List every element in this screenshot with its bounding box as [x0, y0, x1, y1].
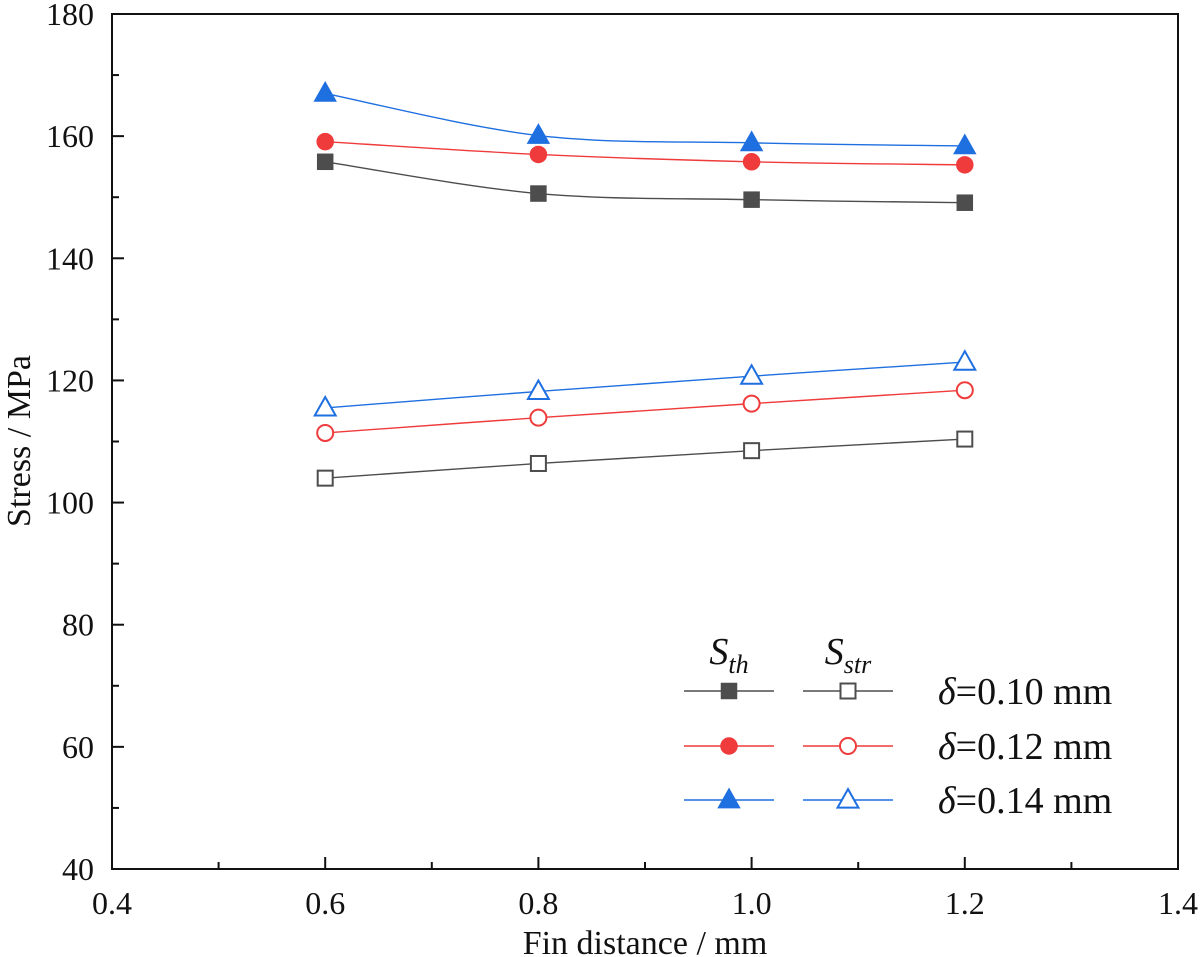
data-point	[742, 394, 761, 413]
series-line	[325, 140, 965, 166]
series-line	[325, 438, 965, 479]
legend-header-sub: str	[844, 650, 872, 679]
series-4	[316, 381, 974, 442]
y-tick-label: 120	[46, 362, 94, 398]
y-tick-label: 80	[62, 607, 94, 643]
series-0	[316, 153, 974, 211]
series-2	[313, 80, 977, 155]
data-point	[316, 132, 334, 151]
x-tick-label: 1.2	[945, 885, 985, 921]
data-point	[953, 133, 977, 155]
data-point	[955, 381, 974, 400]
data-point	[526, 123, 551, 144]
legend-marker	[839, 682, 857, 700]
data-point	[742, 153, 761, 171]
series-3	[316, 430, 974, 487]
data-point	[739, 363, 764, 385]
data-point	[313, 80, 337, 102]
data-point	[743, 442, 761, 460]
x-axis-label: Fin distance / mm	[523, 925, 768, 957]
legend-value-text: =0.14 mm	[956, 780, 1113, 822]
data-point	[739, 130, 764, 152]
legend-marker	[720, 737, 738, 755]
y-axis: 40 60 80 100 120 140 160 180	[46, 0, 124, 887]
legend-column-header: Sth	[709, 631, 748, 679]
y-tick-label: 160	[46, 118, 94, 154]
series-line	[325, 92, 965, 147]
series-line	[325, 161, 965, 204]
x-tick-label: 1.4	[1158, 885, 1198, 921]
data-point	[529, 145, 548, 164]
data-point	[743, 191, 760, 208]
plot-marks	[313, 80, 977, 487]
y-tick-label: 60	[62, 729, 94, 765]
legend-delta-symbol: δ	[938, 671, 957, 713]
x-tick-label: 0.6	[305, 885, 345, 921]
data-point	[956, 430, 974, 448]
data-point	[529, 454, 547, 472]
legend-marker	[835, 787, 861, 809]
x-tick-label: 0.4	[92, 885, 132, 921]
data-point	[529, 408, 548, 427]
data-point	[526, 378, 551, 401]
y-tick-label: 140	[46, 240, 94, 276]
legend-column-header: Sstr	[825, 631, 872, 679]
series-1	[316, 132, 974, 174]
legend-marker	[717, 787, 741, 809]
legend-delta-symbol: δ	[938, 780, 957, 822]
legend-value-text: =0.10 mm	[956, 671, 1113, 713]
data-point	[956, 194, 974, 211]
y-tick-label: 40	[62, 851, 94, 887]
y-tick-label: 180	[46, 0, 94, 32]
legend-marker	[839, 737, 857, 755]
x-tick-label: 1.0	[732, 885, 772, 921]
data-point	[316, 469, 334, 487]
legend-header-sub: th	[728, 650, 748, 679]
data-point	[316, 423, 335, 442]
y-tick-label: 100	[46, 485, 94, 521]
legend-entry-label: δ=0.10 mm	[938, 671, 1112, 713]
x-tick-label: 0.8	[518, 885, 558, 921]
legend-header-main: S	[709, 631, 728, 673]
data-point	[313, 394, 338, 417]
legend-delta-symbol: δ	[938, 726, 957, 768]
legend-header-main: S	[825, 631, 844, 673]
x-axis: 0.4 0.6 0.8 1.0 1.2 1.4	[92, 857, 1198, 921]
data-point	[956, 156, 974, 174]
series-line	[325, 389, 965, 434]
legend-entry-label: δ=0.12 mm	[938, 726, 1112, 768]
data-point	[530, 185, 547, 202]
legend-entry-label: δ=0.14 mm	[938, 780, 1112, 822]
legend-marker	[720, 682, 738, 700]
series-line	[325, 361, 965, 409]
series-5	[313, 349, 977, 417]
legend-value-text: =0.12 mm	[956, 726, 1113, 768]
data-point	[316, 153, 334, 171]
data-point	[952, 349, 977, 371]
y-axis-label: Stress / MPa	[1, 355, 38, 527]
